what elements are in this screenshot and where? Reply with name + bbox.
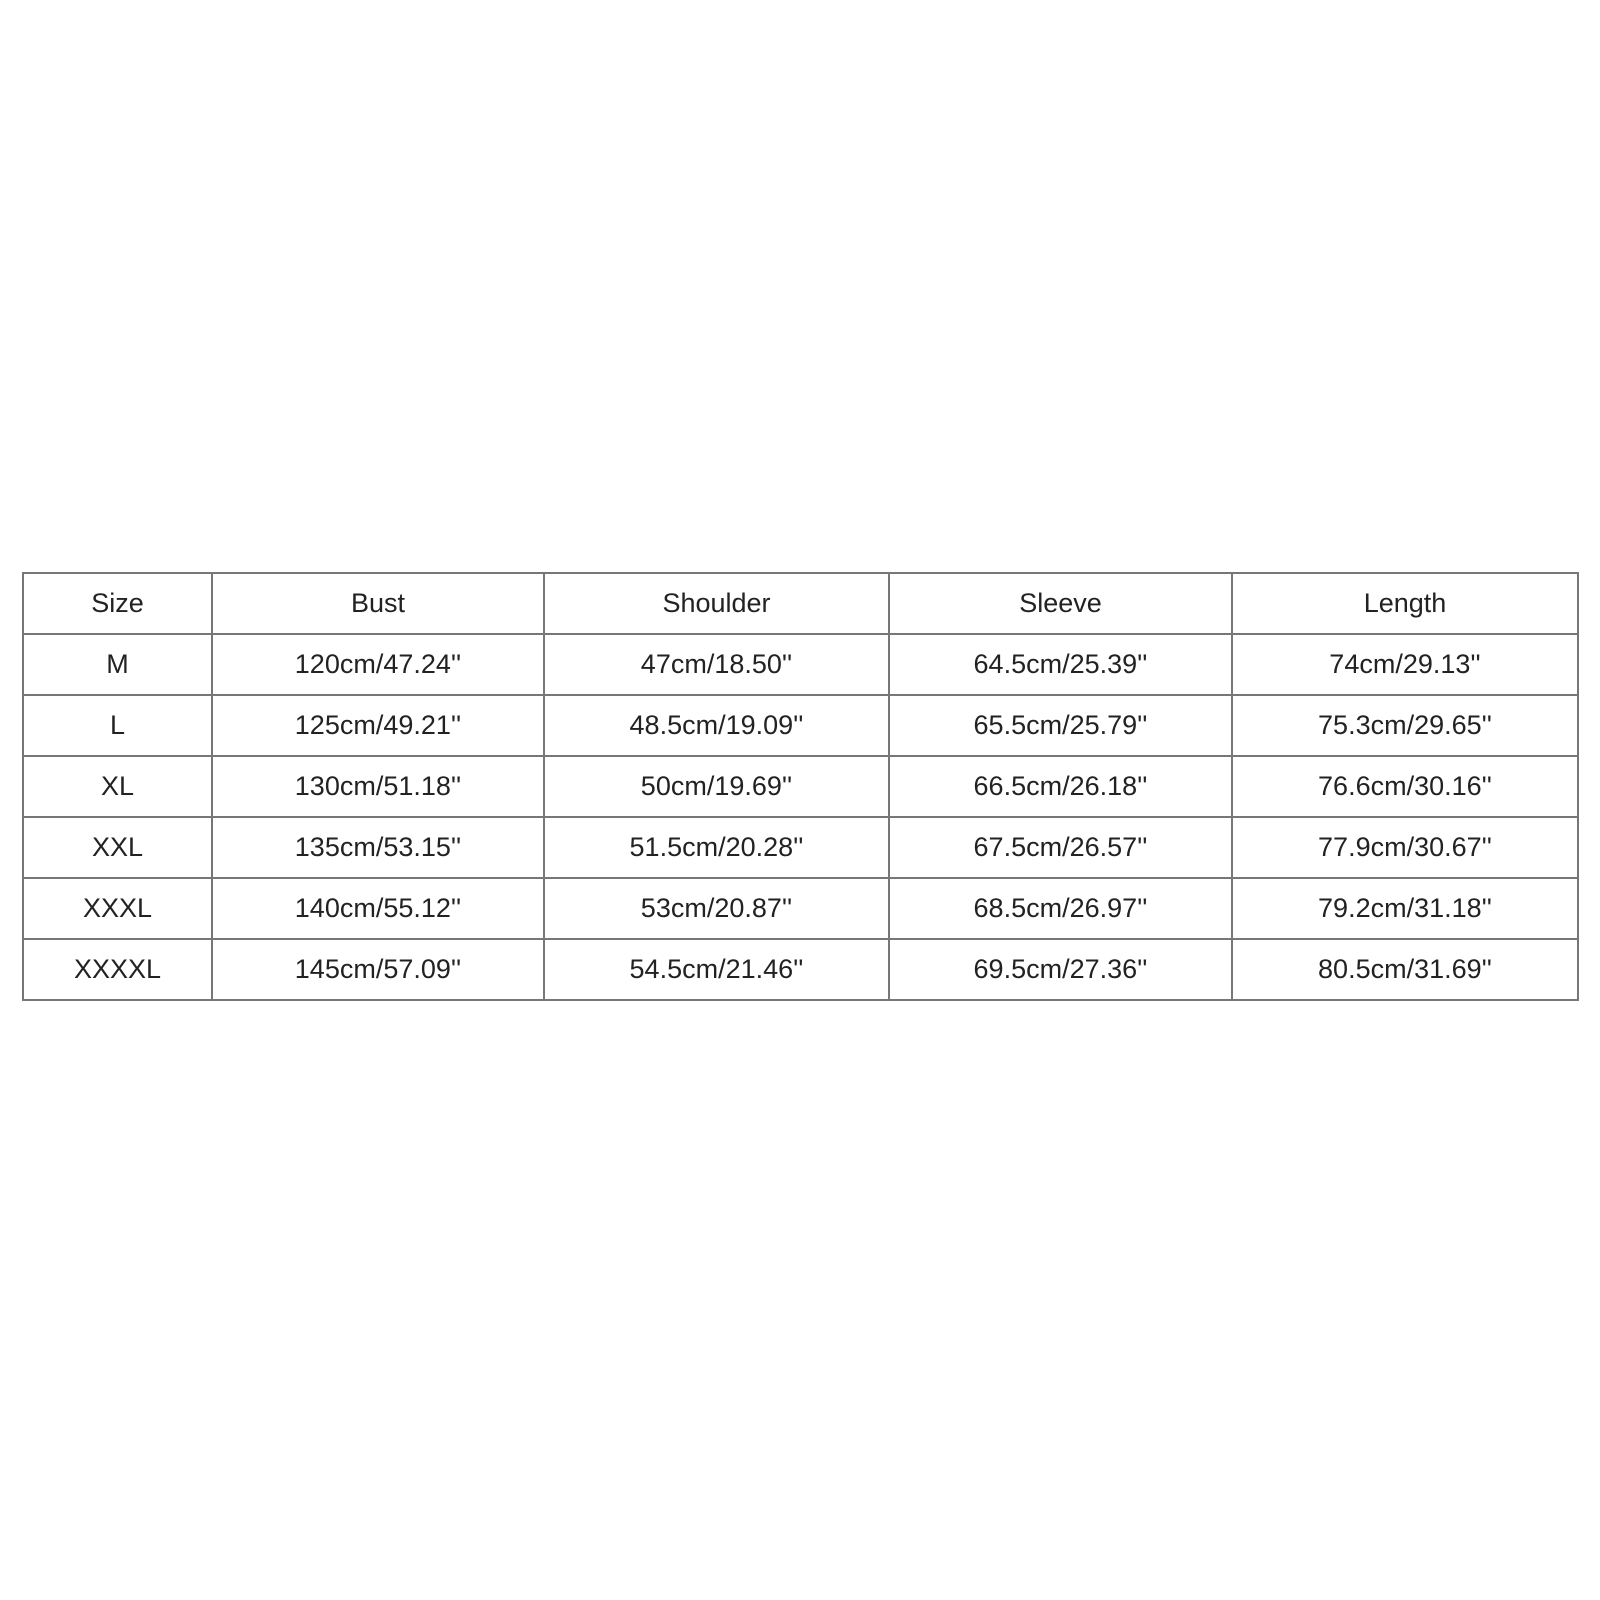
table-cell: 66.5cm/26.18'' [888, 755, 1233, 818]
header-cell: Length [1231, 572, 1579, 635]
table-cell: 54.5cm/21.46'' [543, 938, 890, 1001]
table-cell: XXXL [22, 877, 213, 940]
table-cell: 48.5cm/19.09'' [543, 694, 890, 757]
table-cell: 69.5cm/27.36'' [888, 938, 1233, 1001]
table-cell: 120cm/47.24'' [211, 633, 545, 696]
table-cell: 77.9cm/30.67'' [1231, 816, 1579, 879]
table-cell: 67.5cm/26.57'' [888, 816, 1233, 879]
table-cell: 68.5cm/26.97'' [888, 877, 1233, 940]
table-cell: 76.6cm/30.16'' [1231, 755, 1579, 818]
header-cell: Size [22, 572, 213, 635]
table-cell: 145cm/57.09'' [211, 938, 545, 1001]
table-cell: M [22, 633, 213, 696]
header-cell: Bust [211, 572, 545, 635]
table-cell: 80.5cm/31.69'' [1231, 938, 1579, 1001]
table-row: M 120cm/47.24'' 47cm/18.50'' 64.5cm/25.39''… [22, 633, 1579, 696]
table-cell: 140cm/55.12'' [211, 877, 545, 940]
table-body: M 120cm/47.24'' 47cm/18.50'' 64.5cm/25.39''… [22, 633, 1579, 1001]
table-cell: 75.3cm/29.65'' [1231, 694, 1579, 757]
table-cell: 130cm/51.18'' [211, 755, 545, 818]
table-cell: 135cm/53.15'' [211, 816, 545, 879]
header-cell: Sleeve [888, 572, 1233, 635]
table-row: L 125cm/49.21'' 48.5cm/19.09'' 65.5cm/25.79… [22, 694, 1579, 757]
table-cell: XXL [22, 816, 213, 879]
table-cell: 64.5cm/25.39'' [888, 633, 1233, 696]
table-cell: 125cm/49.21'' [211, 694, 545, 757]
table-row: XL 130cm/51.18'' 50cm/19.69'' 66.5cm/26.18'… [22, 755, 1579, 818]
table-row: XXXXL 145cm/57.09'' 54.5cm/21.46'' 69.5cm/2… [22, 938, 1579, 1001]
header-row: Size Bust Shoulder Sleeve Length [22, 572, 1579, 635]
table-cell: 51.5cm/20.28'' [543, 816, 890, 879]
table-cell: 65.5cm/25.79'' [888, 694, 1233, 757]
table-row: XXXL 140cm/55.12'' 53cm/20.87'' 68.5cm/26.9… [22, 877, 1579, 940]
table-cell: 47cm/18.50'' [543, 633, 890, 696]
size-table: Size Bust Shoulder Sleeve Length M 120cm/47.2… [22, 572, 1579, 1001]
table-cell: XL [22, 755, 213, 818]
table-cell: XXXXL [22, 938, 213, 1001]
table-cell: L [22, 694, 213, 757]
table-row: XXL 135cm/53.15'' 51.5cm/20.28'' 67.5cm/26.… [22, 816, 1579, 879]
table-cell: 50cm/19.69'' [543, 755, 890, 818]
table-cell: 53cm/20.87'' [543, 877, 890, 940]
table-cell: 74cm/29.13'' [1231, 633, 1579, 696]
header-cell: Shoulder [543, 572, 890, 635]
table-cell: 79.2cm/31.18'' [1231, 877, 1579, 940]
